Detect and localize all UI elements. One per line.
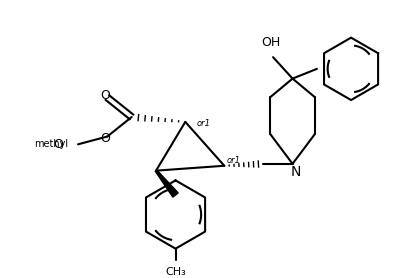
Text: OH: OH: [262, 36, 281, 49]
Text: O: O: [100, 89, 110, 102]
Polygon shape: [155, 170, 178, 197]
Text: O: O: [54, 138, 63, 151]
Text: O: O: [100, 132, 110, 145]
Text: N: N: [290, 165, 301, 179]
Text: or1: or1: [226, 157, 240, 165]
Text: or1: or1: [197, 119, 211, 128]
Text: CH₃: CH₃: [165, 267, 186, 277]
Text: methyl: methyl: [34, 139, 68, 149]
